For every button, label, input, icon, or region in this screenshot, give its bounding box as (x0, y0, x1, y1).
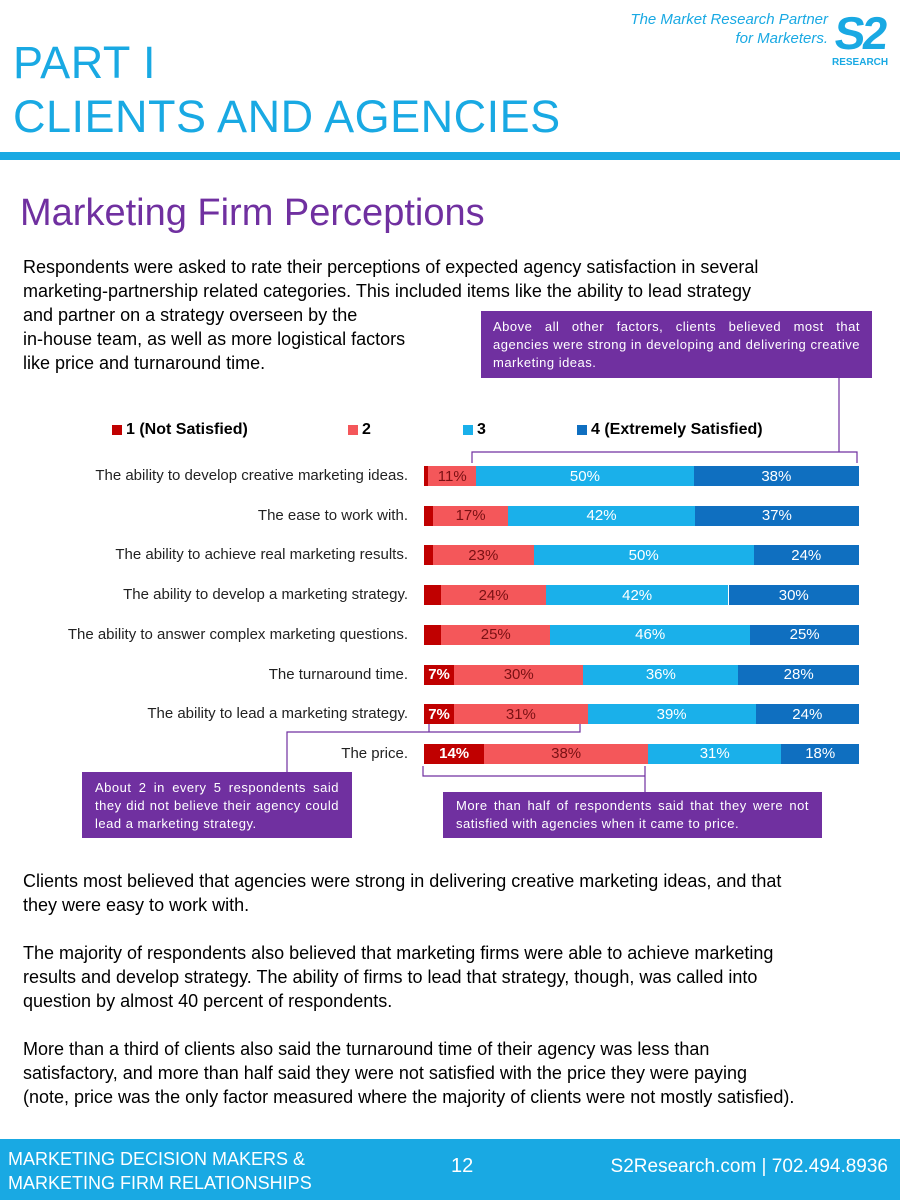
part-title-line-2: CLIENTS AND AGENCIES (13, 91, 561, 142)
part-title-line-1: PART I (13, 37, 157, 88)
legend-swatch (577, 425, 587, 435)
legend-label: 2 (362, 421, 371, 438)
tagline-line-1: The Market Research Partner (630, 11, 828, 28)
part-title: PART I CLIENTS AND AGENCIES (13, 36, 561, 144)
legend-item-4: 4 (Extremely Satisfied) (577, 421, 763, 439)
legend-label: 4 (Extremely Satisfied) (591, 421, 763, 438)
legend-item-1: 1 (Not Satisfied) (112, 421, 248, 439)
legend-swatch (463, 425, 473, 435)
intro-line: marketing-partnership related categories… (23, 281, 752, 301)
legend-label: 1 (Not Satisfied) (126, 421, 248, 438)
footer-title-line-2: MARKETING FIRM RELATIONSHIPS (8, 1173, 312, 1193)
callout-price: More than half of respondents said that … (443, 792, 822, 838)
section-title: Marketing Firm Perceptions (20, 192, 485, 234)
legend-swatch (348, 425, 358, 435)
legend-swatch (112, 425, 122, 435)
header-divider (0, 152, 900, 160)
legend-item-2: 2 (348, 421, 371, 439)
body-line: question by almost 40 percent of respond… (23, 991, 393, 1011)
body-line: satisfactory, and more than half said th… (23, 1063, 748, 1083)
callout-lead-strategy: About 2 in every 5 respondents said they… (82, 772, 352, 838)
body-line: The majority of respondents also believe… (23, 943, 774, 963)
body-line: they were easy to work with. (23, 895, 250, 915)
tagline: The Market Research Partner for Marketer… (630, 10, 828, 48)
footer-bar: MARKETING DECISION MAKERS & MARKETING FI… (0, 1139, 900, 1200)
logo-wordmark: RESEARCH (832, 57, 889, 68)
s2-research-logo: S2 RESEARCH (832, 7, 890, 71)
footer-contact: S2Research.com | 702.494.8936 (610, 1156, 888, 1177)
body-line: Clients most believed that agencies were… (23, 871, 782, 891)
footer-title-line-1: MARKETING DECISION MAKERS & (8, 1149, 306, 1169)
legend-label: 3 (477, 421, 486, 438)
intro-line: in-house team, as well as more logistica… (23, 329, 406, 349)
page-number: 12 (451, 1155, 474, 1177)
tagline-line-2: for Marketers. (735, 30, 828, 47)
body-line: (note, price was the only factor measure… (23, 1087, 795, 1107)
body-line: results and develop strategy. The abilit… (23, 967, 758, 987)
intro-line: like price and turnaround time. (23, 353, 266, 373)
connector-lead-strategy (286, 724, 581, 772)
legend-item-3: 3 (463, 421, 486, 439)
intro-line: Respondents were asked to rate their per… (23, 257, 759, 277)
callout-creative-ideas: Above all other factors, clients believe… (481, 311, 872, 378)
footer-report-title: MARKETING DECISION MAKERS & MARKETING FI… (8, 1147, 312, 1195)
intro-line: and partner on a strategy overseen by th… (23, 305, 358, 325)
connector-price (422, 766, 646, 792)
body-line: More than a third of clients also said t… (23, 1039, 710, 1059)
connector-creative-ideas (471, 378, 858, 463)
